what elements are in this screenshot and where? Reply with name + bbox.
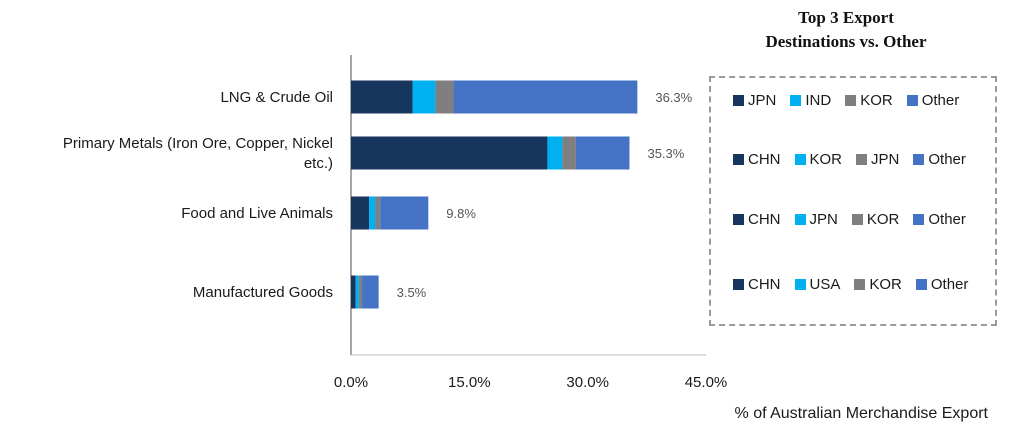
legend-swatch — [854, 278, 866, 290]
legend-row: JPN IND KOR Other — [733, 90, 973, 110]
legend-swatch — [906, 94, 918, 106]
legend-row: CHN JPN KOR Other — [733, 209, 980, 229]
legend-label: JPN — [809, 210, 838, 228]
legend-entry-jpn: JPN — [794, 210, 838, 228]
legend-title-line-2: Destinations vs. Other — [765, 32, 927, 51]
legend-swatch — [733, 153, 744, 165]
legend-swatch — [794, 278, 806, 290]
legend-label: Other — [928, 210, 966, 228]
bar-segment-jpn — [351, 80, 413, 114]
bar-segment-other — [380, 196, 429, 230]
bar-segment-usa — [355, 275, 359, 309]
legend-swatch — [856, 153, 868, 165]
legend-swatch — [913, 153, 925, 165]
bar-segment-kor — [435, 80, 454, 114]
category-label: LNG & Crude Oil — [220, 89, 333, 106]
legend-label: KOR — [809, 150, 843, 168]
legend-label: Other — [921, 91, 960, 109]
legend-swatch — [794, 213, 806, 225]
legend-title: Top 3 Export Destinations vs. Other — [732, 6, 960, 54]
x-tick-label: 15.0% — [448, 374, 491, 391]
legend-swatch — [913, 213, 925, 225]
legend-entry-kor: KOR — [845, 92, 893, 109]
bar-segment-kor — [375, 196, 381, 230]
legend-entry-other: Other — [913, 151, 966, 168]
bar-segment-other — [362, 275, 379, 309]
legend-swatch — [915, 278, 927, 290]
bar-segment-chn — [351, 196, 370, 230]
legend-swatch — [733, 213, 744, 225]
bar-segment-other — [575, 136, 630, 170]
legend-label: USA — [809, 275, 841, 293]
x-tick-label: 30.0% — [566, 374, 609, 391]
legend-swatch — [845, 94, 857, 106]
legend-entry-other: Other — [915, 275, 969, 293]
bar-segment-jpn — [369, 196, 376, 230]
x-tick-label: 0.0% — [334, 374, 368, 391]
legend-swatch — [851, 213, 863, 225]
legend-entry-kor: KOR — [851, 210, 900, 228]
data-label: 35.3% — [647, 146, 684, 161]
x-axis-label: % of Australian Merchandise Export — [735, 405, 989, 422]
legend-entry-usa: USA — [794, 275, 841, 293]
legend-entry-chn: CHN — [733, 276, 781, 293]
legend-entry-kor: KOR — [794, 150, 843, 168]
legend-swatch — [733, 278, 744, 290]
legend-row: CHN KOR JPN Other — [733, 149, 980, 169]
legend-label: JPN — [871, 150, 900, 168]
legend-entry-other: Other — [913, 211, 966, 228]
bar-segment-chn — [351, 136, 548, 170]
bar-segment-kor — [358, 275, 363, 309]
legend-label: Other — [928, 150, 966, 168]
legend-entry-jpn: JPN — [856, 151, 899, 168]
data-label: 9.8% — [446, 206, 476, 221]
legend-entry-other: Other — [906, 91, 960, 109]
legend-entry-jpn: JPN — [733, 92, 776, 109]
legend-label: KOR — [866, 210, 900, 228]
legend-label: IND — [805, 91, 832, 109]
legend-label: CHN — [748, 210, 781, 228]
legend-swatch — [733, 94, 744, 106]
x-tick-label: 45.0% — [685, 374, 728, 391]
legend-label: CHN — [748, 150, 781, 168]
legend-swatch — [790, 94, 802, 106]
bar-segment-chn — [351, 275, 356, 309]
legend: JPN IND KOR Other CHN KOR JPN Other CHN JPN KOR Oth… — [709, 76, 997, 326]
legend-entry-chn: CHN — [733, 211, 781, 228]
bar-segment-jpn — [562, 136, 576, 170]
category-label: Primary Metals (Iron Ore, Copper, Nickel — [63, 135, 333, 152]
legend-entry-ind: IND — [790, 92, 831, 109]
category-label: Food and Live Animals — [181, 205, 333, 222]
category-label: etc.) — [304, 155, 333, 172]
legend-swatch — [794, 153, 806, 165]
data-label: 36.3% — [655, 90, 692, 105]
legend-row: CHN USA KOR Other — [733, 274, 982, 294]
bar-segment-other — [453, 80, 638, 114]
bar-segment-kor — [547, 136, 563, 170]
data-label: 3.5% — [397, 285, 427, 300]
legend-label: Other — [930, 275, 969, 293]
legend-title-line-1: Top 3 Export — [798, 8, 894, 27]
legend-label: KOR — [869, 275, 902, 293]
legend-entry-chn: CHN — [733, 151, 781, 168]
legend-label: KOR — [860, 91, 893, 109]
legend-label: JPN — [748, 91, 777, 109]
category-label: Manufactured Goods — [193, 284, 333, 301]
legend-entry-kor: KOR — [854, 276, 902, 293]
legend-label: CHN — [748, 275, 781, 293]
bar-segment-ind — [412, 80, 436, 114]
